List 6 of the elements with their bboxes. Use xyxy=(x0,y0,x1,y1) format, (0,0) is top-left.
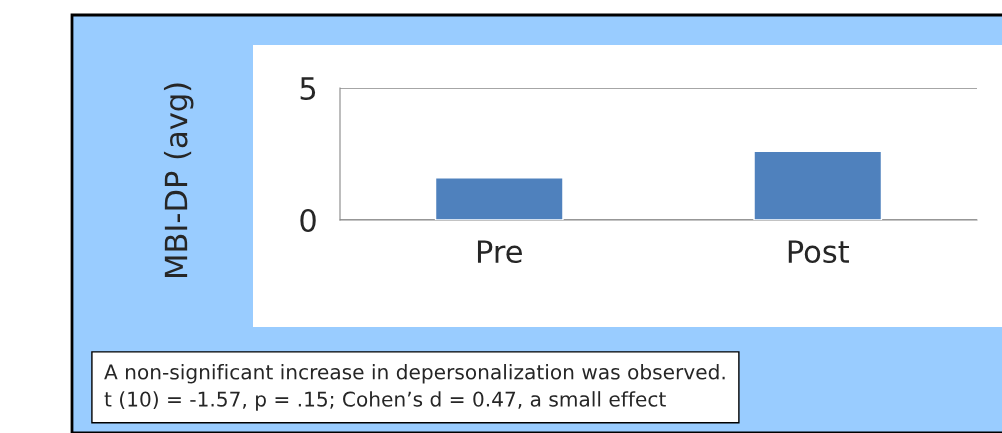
y-tick-label: 5 xyxy=(300,77,316,101)
x-tick-label: Pre xyxy=(477,240,522,264)
text: A non-significant increase in depersonalization was observed. t (10) = -1.57, p = .15; Cohen’s d = 0.47, a small effect xyxy=(104,364,725,411)
y-tick-label: 0 xyxy=(300,208,316,233)
y-axis-title: MBI-DP (avg) xyxy=(163,83,194,277)
x-tick-label: Post xyxy=(788,240,849,264)
